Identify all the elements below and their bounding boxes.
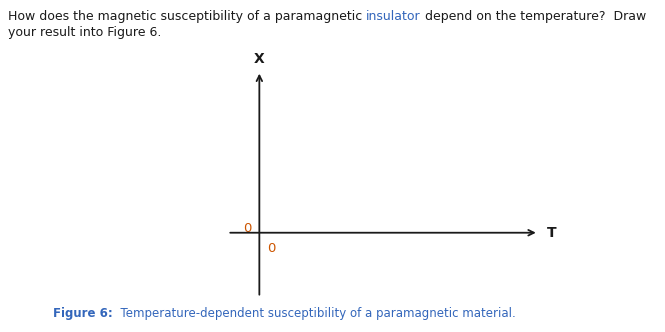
Text: Temperature-dependent susceptibility of a paramagnetic material.: Temperature-dependent susceptibility of …: [113, 307, 515, 320]
Text: insulator: insulator: [366, 10, 421, 23]
Text: T: T: [547, 226, 556, 240]
Text: How does the magnetic susceptibility of a paramagnetic: How does the magnetic susceptibility of …: [8, 10, 366, 23]
Text: Figure 6:: Figure 6:: [53, 307, 113, 320]
Text: depend on the temperature?  Draw: depend on the temperature? Draw: [421, 10, 646, 23]
Text: your result into Figure 6.: your result into Figure 6.: [8, 26, 162, 39]
Text: X: X: [254, 52, 265, 66]
Text: 0: 0: [267, 242, 276, 255]
Text: 0: 0: [243, 221, 251, 235]
